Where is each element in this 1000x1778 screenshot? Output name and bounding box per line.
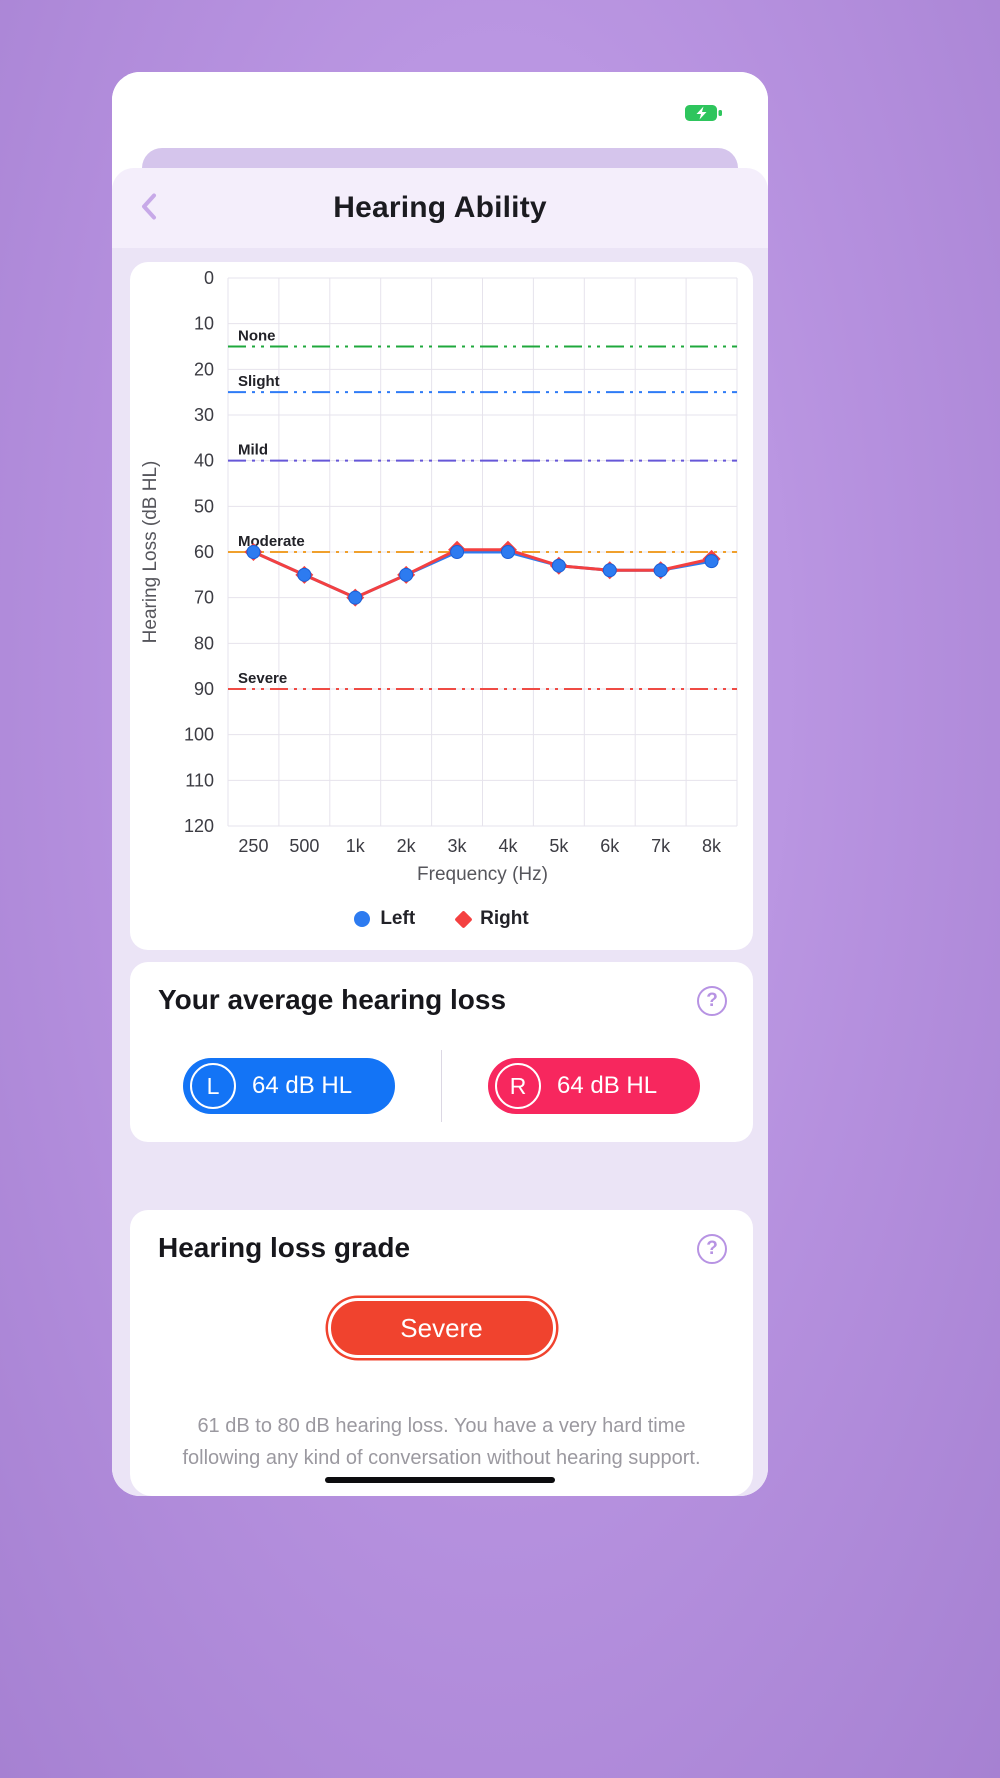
home-indicator[interactable] xyxy=(325,1477,555,1483)
left-ear-average-value: 64 dB HL xyxy=(252,1072,353,1099)
svg-text:80: 80 xyxy=(194,633,214,653)
average-help-icon[interactable]: ? xyxy=(697,986,727,1016)
grade-description: 61 dB to 80 dB hearing loss. You have a … xyxy=(182,1415,701,1469)
svg-text:60: 60 xyxy=(194,542,214,562)
svg-text:1k: 1k xyxy=(346,836,366,856)
svg-text:500: 500 xyxy=(289,836,319,856)
svg-text:Severe: Severe xyxy=(238,670,287,687)
audiogram-chart: 0 10 20 30 40 50 60 70 80 90 100 110 120 250 500 1k 2k 3k… xyxy=(140,268,738,885)
battery-charging-icon xyxy=(684,102,724,129)
svg-text:50: 50 xyxy=(194,496,214,516)
right-ear-average-pill: R 64 dB HL xyxy=(488,1058,700,1114)
svg-text:8k: 8k xyxy=(702,836,722,856)
left-ear-badge: L xyxy=(190,1063,236,1109)
svg-text:0: 0 xyxy=(204,268,214,288)
legend-label-left: Left xyxy=(380,908,416,929)
average-hearing-loss-card: Your average hearing loss ? L 64 dB HL R… xyxy=(130,962,753,1142)
right-ear-average-value: 64 dB HL xyxy=(557,1072,658,1099)
grade-help-icon[interactable]: ? xyxy=(697,1234,727,1264)
svg-text:None: None xyxy=(238,328,276,345)
svg-text:Mild: Mild xyxy=(238,442,268,459)
audiogram-card: 0 10 20 30 40 50 60 70 80 90 100 110 120 250 500 1k 2k 3k… xyxy=(130,262,753,950)
svg-text:100: 100 xyxy=(184,725,214,745)
phone-frame: Hearing Ability 0 10 20 30 40 50 60 70 80 90 100 11… xyxy=(112,72,768,1496)
page-content: 0 10 20 30 40 50 60 70 80 90 100 110 120 250 500 1k 2k 3k… xyxy=(112,248,768,1496)
legend-label-right: Right xyxy=(480,908,529,929)
svg-text:20: 20 xyxy=(194,359,214,379)
grade-badge: Severe xyxy=(327,1298,556,1358)
average-section-title: Your average hearing loss xyxy=(158,984,507,1015)
svg-text:30: 30 xyxy=(194,405,214,425)
svg-text:40: 40 xyxy=(194,451,214,471)
svg-text:Frequency (Hz): Frequency (Hz) xyxy=(417,864,548,885)
svg-text:4k: 4k xyxy=(498,836,518,856)
right-ear-badge: R xyxy=(495,1063,541,1109)
grade-section-title: Hearing loss grade xyxy=(158,1232,411,1263)
right-series-marker-icon xyxy=(454,909,473,929)
svg-text:90: 90 xyxy=(194,679,214,699)
svg-text:10: 10 xyxy=(194,314,214,334)
hearing-loss-grade-card: Hearing loss grade ? Severe 61 dB to 80 … xyxy=(130,1210,753,1496)
back-button[interactable] xyxy=(132,186,166,231)
page-title: Hearing Ability xyxy=(333,191,547,224)
svg-text:110: 110 xyxy=(185,770,214,790)
svg-text:Slight: Slight xyxy=(238,373,280,390)
svg-text:5k: 5k xyxy=(549,836,569,856)
svg-text:2k: 2k xyxy=(397,836,417,856)
pill-divider xyxy=(441,1050,442,1122)
svg-text:6k: 6k xyxy=(600,836,620,856)
svg-text:Hearing Loss (dB HL): Hearing Loss (dB HL) xyxy=(140,461,161,644)
average-pills-row: L 64 dB HL R 64 dB HL xyxy=(130,1050,753,1122)
svg-text:3k: 3k xyxy=(448,836,468,856)
svg-text:70: 70 xyxy=(194,588,214,608)
svg-text:Moderate: Moderate xyxy=(238,533,305,550)
chevron-left-icon xyxy=(136,193,162,227)
legend-item-left: Left xyxy=(354,908,415,930)
legend-item-right: Right xyxy=(454,908,529,930)
svg-text:7k: 7k xyxy=(651,836,671,856)
svg-text:250: 250 xyxy=(238,836,268,856)
chart-legend: Left Right xyxy=(130,908,753,930)
left-series-marker-icon xyxy=(354,911,371,927)
svg-text:120: 120 xyxy=(184,816,214,836)
page-header: Hearing Ability xyxy=(112,168,768,248)
left-ear-average-pill: L 64 dB HL xyxy=(183,1058,395,1114)
